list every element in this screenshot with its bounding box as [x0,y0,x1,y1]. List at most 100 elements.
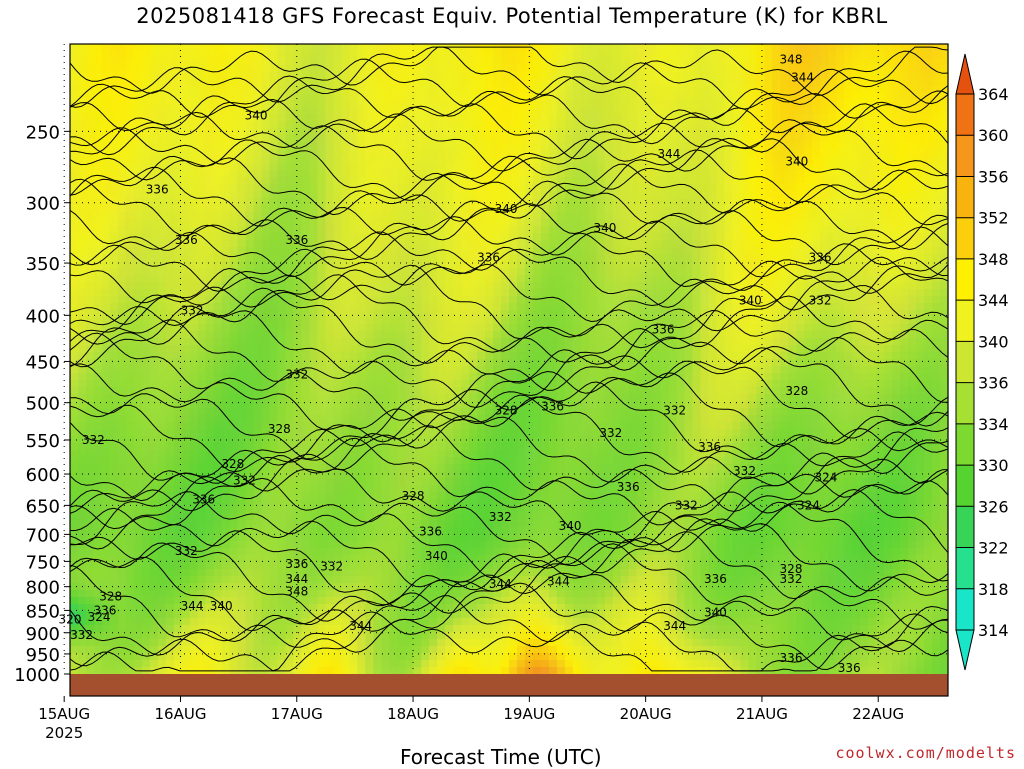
contour-label: 336 [419,525,442,539]
y-tick-label: 600 [26,465,60,486]
colorbar-tick-label: 348 [978,250,1009,269]
x-tick-label: 15AUG [38,705,90,723]
y-tick-label: 750 [26,552,60,573]
contour-label: 336 [617,480,640,494]
contour-label: 336 [780,651,803,665]
y-tick-label: 1000 [14,665,60,686]
contour-label: 336 [192,492,215,506]
colorbar-segment [956,465,974,507]
contour-label: 340 [495,202,518,216]
colorbar-tick-label: 326 [978,497,1009,516]
contour-label: 332 [320,560,343,574]
contour-label: 336 [93,603,116,617]
colorbar-tick-label: 364 [978,85,1009,104]
contour-label: 340 [245,108,268,122]
colorbar-segment [956,506,974,548]
colorbar-segment [956,300,974,342]
y-tick-label: 350 [26,254,60,275]
contour-label: 336 [175,233,198,247]
colorbar-tick-label: 360 [978,126,1009,145]
contour-label: 344 [181,599,204,613]
x-axis-label: Forecast Time (UTC) [400,745,602,769]
contour-label: 336 [704,572,727,586]
contour-label: 328 [785,384,808,398]
colorbar-tick-label: 334 [978,415,1009,434]
y-tick-label: 700 [26,525,60,546]
colorbar-tick-label: 344 [978,291,1009,310]
contour-label: 332 [599,426,622,440]
y-tick-label: 900 [26,624,60,645]
contour-label: 328 [495,403,518,417]
contour-label: 324 [797,498,820,512]
contour-label: 332 [181,303,204,317]
contour-label: 344 [349,619,372,633]
contour-label: 324 [814,470,837,484]
contour-label: 340 [559,519,582,533]
contour-label: 336 [652,323,675,337]
contour-label: 344 [489,577,512,591]
y-tick-label: 950 [26,645,60,666]
ground-strip [70,674,948,696]
contour-label: 336 [541,400,564,414]
contour-label: 344 [657,147,680,161]
contour-label: 344 [547,575,570,589]
colorbar-tick-label: 330 [978,456,1009,475]
contour-label: 328 [99,589,122,603]
contour-label: 340 [785,155,808,169]
x-tick-label: 18AUG [387,705,439,723]
contour-label: 348 [285,585,308,599]
colorbar-bottom-arrow [956,630,974,670]
contour-label: 336 [698,440,721,454]
x-year-label: 2025 [45,724,83,742]
source-credit: coolwx.com/modelts [835,744,1016,762]
y-tick-label: 800 [26,578,60,599]
contour-label: 332 [70,628,93,642]
contour-label: 332 [489,510,512,524]
y-tick-label: 550 [26,431,60,452]
colorbar-segment [956,135,974,177]
colorbar-segment [956,424,974,466]
colorbar-tick-label: 336 [978,374,1009,393]
contour-label: 328 [402,489,425,503]
colorbar-segment [956,383,974,425]
contour-label: 336 [809,250,832,264]
colorbar-tick-label: 352 [978,209,1009,228]
x-tick-label: 20AUG [620,705,672,723]
contour-label: 340 [704,606,727,620]
y-tick-label: 250 [26,122,60,143]
contour-label: 332 [675,498,698,512]
contour-label: 328 [268,422,291,436]
colorbar: 314 318 322 326 330 334 336 340 344 348 352 356 360 3… [956,54,1009,670]
contour-label: 336 [285,557,308,571]
colorbar-segment [956,176,974,218]
contour-label: 344 [791,71,814,85]
y-tick-label: 650 [26,496,60,517]
y-tick-label: 400 [26,306,60,327]
contour-label: 340 [425,549,448,563]
colorbar-tick-label: 314 [978,621,1009,640]
y-tick-label: 500 [26,394,60,415]
contour-label: 340 [739,293,762,307]
contour-label: 332 [663,403,686,417]
colorbar-tick-label: 340 [978,332,1009,351]
contour-label: 328 [221,457,244,471]
contour-label: 332 [780,572,803,586]
colorbar-top-arrow [956,54,974,94]
x-tick-label: 16AUG [155,705,207,723]
colorbar-segment [956,218,974,260]
colorbar-segment [956,259,974,301]
contour-label: 336 [838,661,861,675]
x-tick-label: 21AUG [736,705,788,723]
colorbar-tick-label: 318 [978,580,1009,599]
colorbar-tick-label: 356 [978,167,1009,186]
contour-label: 332 [285,367,308,381]
colorbar-segment [956,548,974,590]
contour-label: 336 [477,250,500,264]
colorbar-segment [956,341,974,383]
colorbar-tick-label: 322 [978,539,1009,558]
y-tick-label: 450 [26,352,60,373]
contour-label: 336 [285,233,308,247]
contour-label: 344 [663,619,686,633]
x-tick-label: 22AUG [852,705,904,723]
